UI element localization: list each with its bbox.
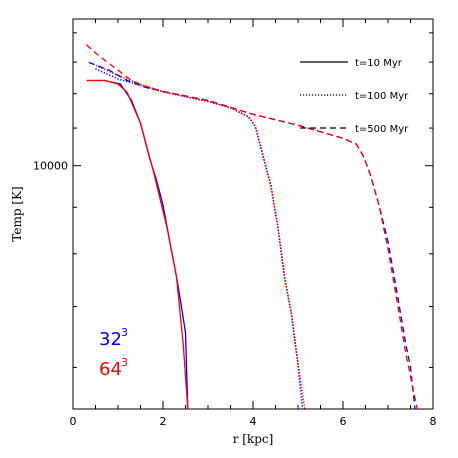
x-tick-label: 4 bbox=[250, 415, 257, 428]
series-line bbox=[86, 44, 418, 409]
series-line bbox=[86, 79, 189, 409]
y-tick-label: 10000 bbox=[33, 160, 68, 173]
x-axis-label: r [kpc] bbox=[233, 432, 274, 446]
legend-label: t=10 Myr bbox=[355, 58, 403, 69]
legend-label: t=500 Myr bbox=[355, 124, 409, 135]
y-axis-label: Temp [K] bbox=[10, 186, 24, 241]
x-tick-label: 0 bbox=[70, 415, 77, 428]
series-line bbox=[86, 79, 189, 409]
x-tick-label: 8 bbox=[430, 415, 437, 428]
resolution-exponent: 3 bbox=[121, 356, 128, 369]
resolution-label: 32 bbox=[99, 329, 122, 350]
resolution-labels: 32 364 3 bbox=[99, 326, 128, 380]
legend: t=10 Myr t=100 Myr t=500 Myr bbox=[300, 58, 409, 135]
legend-label: t=100 Myr bbox=[355, 91, 409, 102]
x-tick-label: 2 bbox=[160, 415, 167, 428]
x-tick-label: 6 bbox=[340, 415, 347, 428]
axis-ticks: 0 2 4 6 8 10000 bbox=[33, 19, 437, 428]
resolution-exponent: 3 bbox=[121, 326, 128, 339]
resolution-label: 64 bbox=[99, 359, 122, 380]
series-line bbox=[92, 63, 306, 409]
series-layer bbox=[86, 44, 418, 409]
